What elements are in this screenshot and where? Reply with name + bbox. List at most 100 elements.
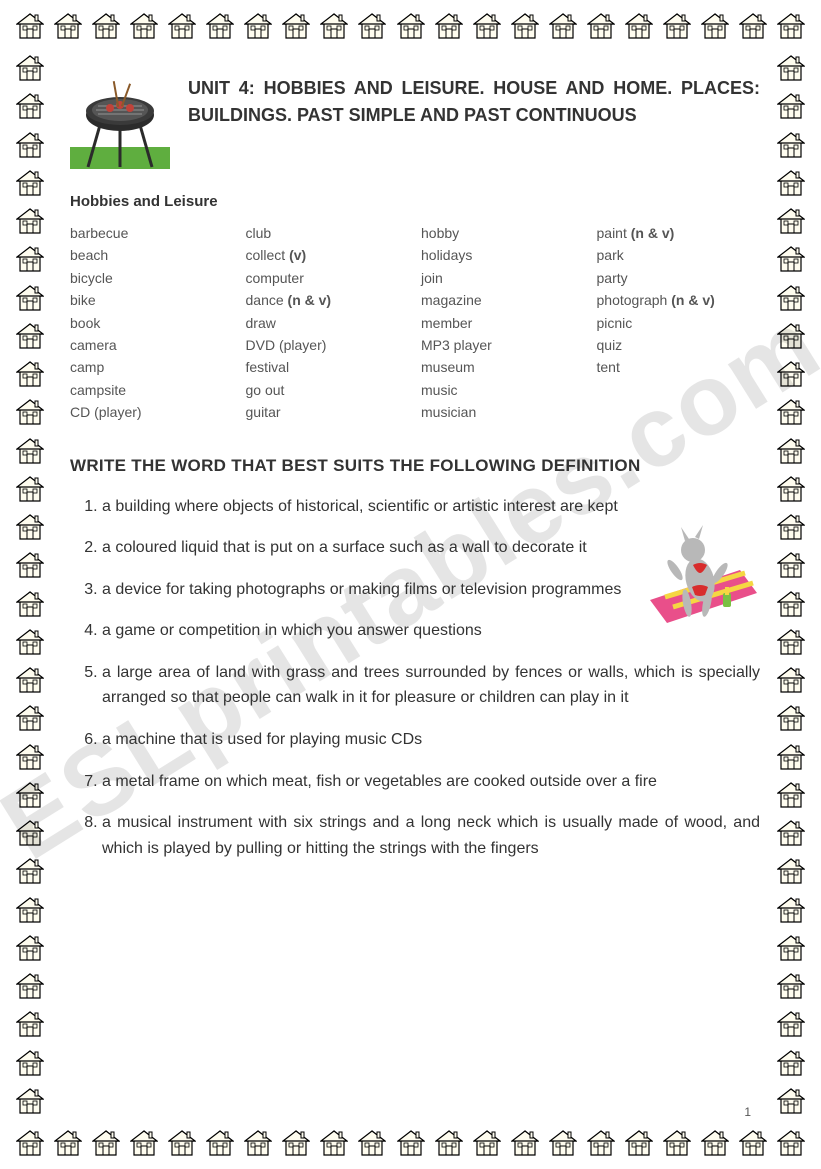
house-border-icon [16,704,44,732]
house-border-icon [739,12,767,40]
house-border-icon [206,12,234,40]
house-border-icon [511,12,539,40]
house-border-icon [777,934,805,962]
house-border-icon [511,1129,539,1157]
house-border-icon [777,551,805,579]
house-border-icon [16,475,44,503]
vocab-word: camp [70,356,234,378]
house-border-icon [777,781,805,809]
house-border-icon [473,1129,501,1157]
house-border-icon [777,972,805,1000]
house-border-icon [320,12,348,40]
house-border-icon [587,1129,615,1157]
house-border-icon [777,360,805,388]
vocab-word: festival [246,356,410,378]
house-border-icon [168,1129,196,1157]
vocab-word: holidays [421,244,585,266]
page-number: 1 [744,1105,751,1119]
house-border-icon [777,590,805,618]
house-border-icon [777,437,805,465]
definitions-list: a building where objects of historical, … [70,494,760,862]
vocab-word: camera [70,334,234,356]
house-border-icon [244,12,272,40]
house-border-icon [777,207,805,235]
house-border-icon [777,704,805,732]
house-border-icon [473,12,501,40]
house-border-icon [320,1129,348,1157]
house-border-icon [16,1049,44,1077]
house-border-icon [16,207,44,235]
house-border-icon [663,1129,691,1157]
house-border-icon [16,322,44,350]
vocab-word: book [70,312,234,334]
definition-item: a musical instrument with six strings an… [102,810,760,861]
house-border-icon [16,896,44,924]
house-border-icon [777,169,805,197]
house-border-icon [777,284,805,312]
worksheet-content: UNIT 4: HOBBIES AND LEISURE. HOUSE AND H… [70,75,760,877]
house-border-icon [625,1129,653,1157]
house-border-icon [777,54,805,82]
house-border-icon [16,284,44,312]
vocab-word: join [421,267,585,289]
house-border-icon [16,628,44,656]
house-border-icon [777,92,805,120]
house-border-icon [16,857,44,885]
vocab-word: computer [246,267,410,289]
vocab-word: magazine [421,289,585,311]
house-border-icon [777,743,805,771]
house-border-icon [54,1129,82,1157]
house-border-icon [244,1129,272,1157]
house-border-icon [16,169,44,197]
house-border-icon [777,1010,805,1038]
vocab-word: dance (n & v) [246,289,410,311]
unit-title: UNIT 4: HOBBIES AND LEISURE. HOUSE AND H… [188,75,760,129]
vocab-word: party [597,267,761,289]
vocab-word: bike [70,289,234,311]
house-border-icon [16,437,44,465]
vocab-word: tent [597,356,761,378]
house-border-icon [777,819,805,847]
house-border-icon [16,1087,44,1115]
house-border-icon [549,1129,577,1157]
definition-item: a large area of land with grass and tree… [102,660,760,711]
house-border-icon [777,1049,805,1077]
definition-item: a coloured liquid that is put on a surfa… [102,535,760,561]
house-border-icon [16,12,44,40]
house-border-icon [92,1129,120,1157]
house-border-icon [16,398,44,426]
house-border-icon [777,513,805,541]
house-border-icon [777,896,805,924]
definition-item: a metal frame on which meat, fish or veg… [102,769,760,795]
house-border-icon [16,54,44,82]
house-border-icon [16,590,44,618]
vocab-word: barbecue [70,222,234,244]
barbecue-illustration [70,75,170,175]
house-border-icon [54,12,82,40]
vocab-word: quiz [597,334,761,356]
house-border-icon [777,628,805,656]
house-border-icon [435,12,463,40]
house-border-icon [358,1129,386,1157]
vocab-word: bicycle [70,267,234,289]
house-border-icon [777,398,805,426]
house-border-icon [777,131,805,159]
section-label: Hobbies and Leisure [70,193,760,210]
house-border-icon [549,12,577,40]
vocab-word: campsite [70,379,234,401]
house-border-icon [16,819,44,847]
house-border-icon [168,12,196,40]
house-border-icon [435,1129,463,1157]
house-border-icon [16,551,44,579]
vocab-word: photograph (n & v) [597,289,761,311]
house-border-icon [777,1129,805,1157]
house-border-icon [358,12,386,40]
house-border-icon [777,475,805,503]
house-border-icon [282,12,310,40]
house-border-icon [701,1129,729,1157]
house-border-icon [777,322,805,350]
vocab-word: beach [70,244,234,266]
vocab-word: picnic [597,312,761,334]
vocabulary-grid: barbecuebeachbicyclebikebookcameracampca… [70,222,760,424]
house-border-icon [587,12,615,40]
